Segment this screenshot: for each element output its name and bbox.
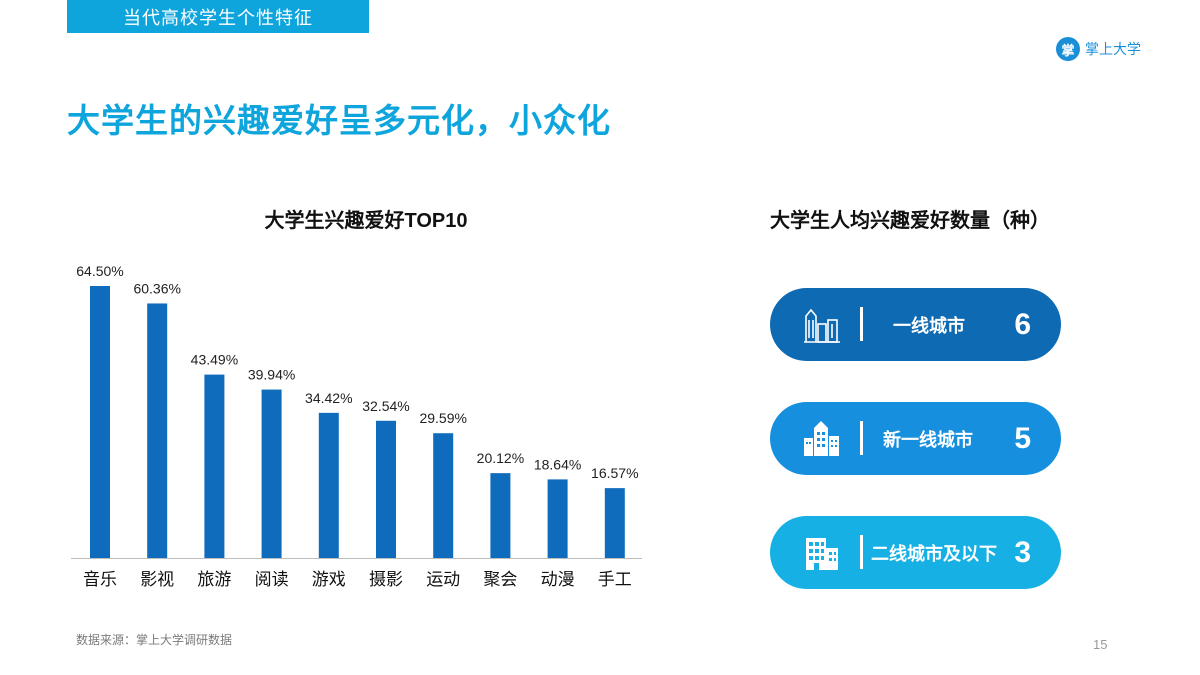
city-buildings-icon <box>804 421 839 456</box>
category-label: 阅读 <box>255 570 289 589</box>
tier-value: 5 <box>1014 421 1031 455</box>
bar-手工 <box>604 488 625 558</box>
brand-logo-icon: 掌 <box>1056 37 1080 61</box>
tier-label: 一线城市 <box>893 315 965 336</box>
skyscrapers-icon <box>804 308 840 343</box>
category-label: 音乐 <box>83 570 117 589</box>
tier1-city-card: 一线城市 6 <box>770 288 1061 361</box>
bar-value-label: 34.42% <box>305 390 352 406</box>
bar-阅读 <box>261 389 282 558</box>
tier-value: 3 <box>1014 535 1031 569</box>
card-separator <box>860 307 863 341</box>
bar-动漫 <box>547 479 568 558</box>
page-headline: 大学生的兴趣爱好呈多元化，小众化 <box>67 102 611 139</box>
data-source-note: 数据来源：掌上大学调研数据 <box>76 633 233 647</box>
category-label: 聚会 <box>483 570 517 589</box>
bar-运动 <box>433 433 454 558</box>
category-label: 摄影 <box>369 570 403 589</box>
bar-音乐 <box>90 286 110 558</box>
card-separator <box>860 421 863 455</box>
card-separator <box>860 535 863 569</box>
category-label: 运动 <box>426 570 460 589</box>
page-number: 15 <box>1093 637 1108 652</box>
bar-摄影 <box>376 420 396 558</box>
bar-chart-title: 大学生兴趣爱好TOP10 <box>264 210 468 232</box>
bar-旅游 <box>204 374 225 558</box>
category-label: 动漫 <box>541 570 575 589</box>
brand-logo-group: 掌 掌上大学 <box>1056 37 1141 61</box>
bar-value-label: 32.54% <box>362 398 409 414</box>
tier-label: 新一线城市 <box>883 429 973 450</box>
section-tag: 当代高校学生个性特征 <box>67 0 369 33</box>
bar-游戏 <box>318 412 339 558</box>
category-label: 手工 <box>598 570 632 589</box>
category-label: 旅游 <box>197 570 231 589</box>
office-building-icon <box>806 538 838 570</box>
bar-value-label: 60.36% <box>133 280 180 296</box>
bar-影视 <box>147 303 168 558</box>
new-tier1-city-card: 新一线城市 5 <box>770 402 1061 475</box>
tier-label: 二线城市及以下 <box>871 543 997 564</box>
bar-value-label: 20.12% <box>477 450 524 466</box>
category-label: 游戏 <box>312 570 346 589</box>
hobby-count-title: 大学生人均兴趣爱好数量（种） <box>770 210 1050 232</box>
bar-value-label: 43.49% <box>191 352 238 368</box>
bar-value-label: 18.64% <box>534 456 581 472</box>
bar-value-label: 64.50% <box>76 263 123 279</box>
category-label: 影视 <box>140 570 174 589</box>
brand-name: 掌上大学 <box>1085 41 1141 57</box>
bar-聚会 <box>490 473 511 558</box>
tier-value: 6 <box>1014 307 1031 341</box>
bar-value-label: 29.59% <box>419 410 466 426</box>
bar-value-label: 16.57% <box>591 465 638 481</box>
bar-value-label: 39.94% <box>248 367 295 383</box>
tier2-and-below-city-card: 二线城市及以下 3 <box>770 516 1061 589</box>
